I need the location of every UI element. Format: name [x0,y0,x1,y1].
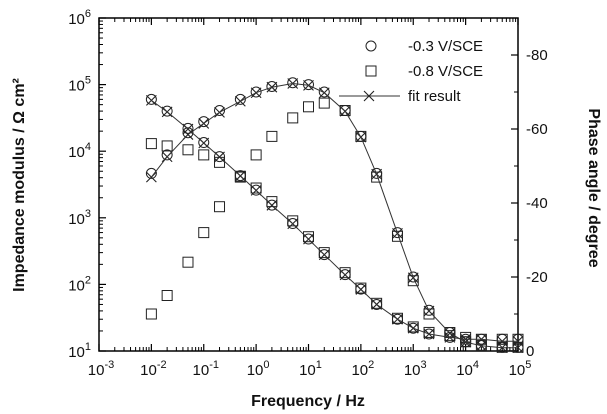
modulus-point [145,93,157,105]
legend-label: -0.8 V/SCE [408,63,483,80]
modulus-point [512,333,524,345]
phase-point [214,105,226,116]
phase-point [371,171,383,183]
phase-point [287,112,299,124]
y-right-tick-label: -20 [526,269,548,286]
modulus-point [161,140,173,152]
modulus-point [407,321,419,333]
x-tick-label: 100 [247,359,270,379]
y-left-tick-label: 103 [68,208,91,228]
series-circle [145,77,524,353]
x-tick-label: 10-1 [193,359,219,379]
x-tick-label: 10-3 [88,359,114,379]
phase-point [250,149,262,161]
modulus-point [266,196,278,208]
modulus-point [161,105,173,117]
phase-point [391,230,403,242]
x-tick-label: 105 [509,359,532,379]
modulus-point [198,149,210,161]
x-axis-title: Frequency / Hz [251,393,365,410]
series-layer [145,77,524,354]
x-tick-label: 10-2 [140,359,166,379]
phase-point [475,339,487,351]
phase-point [214,201,226,213]
phase-point [355,130,367,142]
y-axis-left-title: Impedance modulus / Ω cm² [11,78,28,292]
phase-point [145,308,157,320]
y-left-tick-label: 101 [68,341,91,361]
phase-point [161,290,173,301]
series-square [145,97,524,353]
modulus-point [182,144,194,156]
phase-point [250,86,262,98]
phase-point [234,93,246,105]
modulus-point [214,151,226,163]
phase-point [318,86,330,98]
y-right-tick-label: -80 [526,47,548,64]
phase-point [234,171,246,183]
phase-point [145,167,157,179]
x-tick-label: 101 [299,359,322,379]
phase-point [161,149,173,161]
modulus-point [496,333,508,345]
modulus-point [182,122,194,134]
legend-marker-square [365,65,377,77]
phase-point [318,97,330,109]
phase-point [182,256,194,268]
x-tick-label: 103 [404,359,427,379]
y-left-tick-label: 105 [68,75,91,95]
modulus-point [391,312,403,324]
modulus-point [287,215,299,227]
modulus-point [339,267,351,279]
phase-point [145,171,157,183]
modulus-point [145,94,157,106]
x-tick-label: 102 [351,359,374,379]
modulus-point [250,182,262,194]
fit-phase-line [151,82,518,349]
modulus-point [371,297,383,309]
phase-point [182,127,194,139]
phase-point [339,105,351,116]
phase-point [198,116,210,128]
fit-modulus-line [151,99,518,342]
y-right-tick-label: -40 [526,195,548,212]
modulus-point [198,137,210,149]
y-left-tick-label: 102 [68,274,91,294]
phase-point [287,77,299,89]
modulus-point [145,138,157,150]
x-tick-label: 104 [456,359,479,379]
phase-point [303,101,314,113]
y-axis-right-title: Phase angle / degree [585,108,602,267]
modulus-point [303,231,314,243]
legend-marker-circle [365,40,377,52]
legend-label: -0.3 V/SCE [408,38,483,55]
legend: -0.3 V/SCE -0.8 V/SCE fit result [339,38,483,105]
y-right-tick-label: 0 [526,343,534,360]
y-left-tick-label: 106 [68,8,91,28]
modulus-point [214,156,226,168]
modulus-point [318,247,330,259]
modulus-point [355,282,367,294]
phase-point [423,308,435,320]
y-left-tick-label: 104 [68,141,91,161]
legend-label: fit result [408,88,461,105]
series-cross [145,78,524,354]
phase-point [460,336,472,348]
phase-point [407,275,419,287]
ticks-layer: 10-3 10-2 10-1 100 101 102 103 104 105 101 102 103 1… [68,8,548,379]
phase-point [198,227,210,239]
y-right-tick-label: -60 [526,121,548,138]
legend-marker-cross [363,90,375,102]
phase-point [266,130,278,142]
